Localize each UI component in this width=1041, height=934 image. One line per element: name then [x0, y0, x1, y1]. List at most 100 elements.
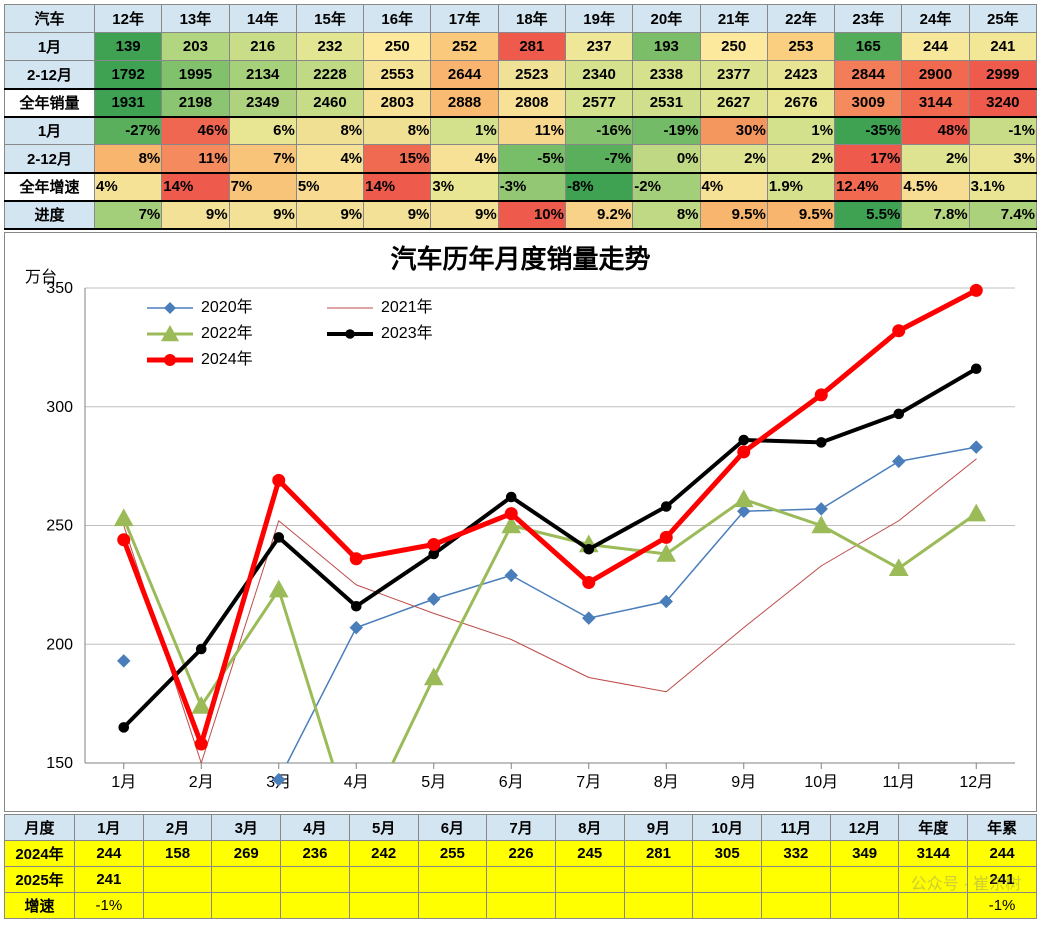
svg-text:5月: 5月 — [421, 774, 446, 791]
heatmap-cell: 2349 — [229, 89, 296, 117]
bottom-cell — [487, 892, 556, 918]
heatmap-cell: -35% — [835, 117, 902, 145]
bottom-cell — [418, 866, 487, 892]
bottom-header-cell: 年累 — [968, 814, 1037, 840]
svg-text:10月: 10月 — [804, 774, 838, 791]
heatmap-cell: 2644 — [431, 61, 498, 89]
row-label: 1月 — [5, 117, 95, 145]
bottom-cell — [762, 892, 831, 918]
year-header: 20年 — [633, 5, 700, 33]
heatmap-cell: 2553 — [364, 61, 431, 89]
heatmap-cell: 9.5% — [767, 201, 834, 229]
heatmap-cell: 2460 — [296, 89, 363, 117]
y-axis-unit: 万台 — [25, 263, 57, 287]
heatmap-cell: 250 — [700, 33, 767, 61]
heatmap-cell: 2844 — [835, 61, 902, 89]
chart-title: 汽车历年月度销量走势 — [390, 239, 650, 276]
svg-text:9月: 9月 — [731, 774, 756, 791]
heatmap-cell: 7% — [229, 173, 296, 201]
legend-item: 2021年 — [325, 295, 465, 321]
heatmap-cell: 11% — [162, 145, 229, 173]
bottom-cell: 241 — [75, 866, 144, 892]
row-label: 全年销量 — [5, 89, 95, 117]
bottom-cell: -1% — [968, 892, 1037, 918]
heatmap-cell: 7.8% — [902, 201, 969, 229]
heatmap-cell: 2% — [767, 145, 834, 173]
heatmap-cell: 9.5% — [700, 201, 767, 229]
bottom-monthly-table: 月度1月2月3月4月5月6月7月8月9月10月11月12月年度年累2024年24… — [4, 814, 1037, 919]
bottom-header-cell: 9月 — [624, 814, 693, 840]
bottom-cell: 242 — [349, 840, 418, 866]
heatmap-cell: 281 — [498, 33, 565, 61]
heatmap-cell: 252 — [431, 33, 498, 61]
heatmap-cell: 8% — [296, 117, 363, 145]
heatmap-cell: 2676 — [767, 89, 834, 117]
legend-item: 2022年 — [145, 321, 285, 347]
heatmap-cell: 2377 — [700, 61, 767, 89]
bottom-cell: 3144 — [899, 840, 968, 866]
year-header: 23年 — [835, 5, 902, 33]
heatmap-cell: 2338 — [633, 61, 700, 89]
heatmap-cell: 7% — [229, 145, 296, 173]
svg-text:250: 250 — [46, 517, 73, 534]
heatmap-cell: 232 — [296, 33, 363, 61]
heatmap-cell: 5.5% — [835, 201, 902, 229]
year-header: 16年 — [364, 5, 431, 33]
line-chart-container: 汽车历年月度销量走势 万台 2020年2021年2022年2023年2024年 … — [4, 232, 1037, 812]
bottom-cell: 281 — [624, 840, 693, 866]
heatmap-cell: 250 — [364, 33, 431, 61]
top-heatmap-table: 汽车12年13年14年15年16年17年18年19年20年21年22年23年24… — [4, 4, 1037, 230]
heatmap-cell: 1.9% — [767, 173, 834, 201]
bottom-cell — [830, 892, 899, 918]
heatmap-cell: 9% — [431, 201, 498, 229]
svg-text:1月: 1月 — [111, 774, 136, 791]
bottom-header-cell: 年度 — [899, 814, 968, 840]
bottom-header-cell: 11月 — [762, 814, 831, 840]
heatmap-cell: 2423 — [767, 61, 834, 89]
year-header: 14年 — [229, 5, 296, 33]
bottom-header-cell: 7月 — [487, 814, 556, 840]
heatmap-cell: 139 — [95, 33, 162, 61]
heatmap-cell: 216 — [229, 33, 296, 61]
bottom-cell — [624, 866, 693, 892]
bottom-cell — [555, 866, 624, 892]
bottom-cell — [349, 866, 418, 892]
heatmap-cell: 2198 — [162, 89, 229, 117]
bottom-cell: 236 — [281, 840, 350, 866]
heatmap-cell: 3240 — [969, 89, 1036, 117]
svg-text:4月: 4月 — [344, 774, 369, 791]
heatmap-cell: 2999 — [969, 61, 1036, 89]
heatmap-cell: 253 — [767, 33, 834, 61]
heatmap-cell: -19% — [633, 117, 700, 145]
heatmap-cell: -27% — [95, 117, 162, 145]
heatmap-cell: 12.4% — [835, 173, 902, 201]
heatmap-cell: 2% — [902, 145, 969, 173]
bottom-cell: 158 — [143, 840, 212, 866]
bottom-header-cell: 10月 — [693, 814, 762, 840]
bottom-header-cell: 6月 — [418, 814, 487, 840]
year-header: 19年 — [565, 5, 632, 33]
heatmap-cell: 3.1% — [969, 173, 1036, 201]
heatmap-cell: 2531 — [633, 89, 700, 117]
row-label: 进度 — [5, 201, 95, 229]
row-label: 1月 — [5, 33, 95, 61]
svg-text:6月: 6月 — [499, 774, 524, 791]
heatmap-cell: 5% — [296, 173, 363, 201]
heatmap-cell: 244 — [902, 33, 969, 61]
heatmap-cell: 3% — [431, 173, 498, 201]
bottom-header-cell: 4月 — [281, 814, 350, 840]
heatmap-cell: 48% — [902, 117, 969, 145]
bottom-row-label: 2024年 — [5, 840, 75, 866]
svg-text:8月: 8月 — [654, 774, 679, 791]
legend-label: 2024年 — [201, 347, 253, 373]
heatmap-cell: 14% — [364, 173, 431, 201]
bottom-cell — [143, 892, 212, 918]
bottom-cell — [693, 866, 762, 892]
legend-label: 2021年 — [381, 295, 433, 321]
heatmap-cell: -8% — [565, 173, 632, 201]
heatmap-cell: 2523 — [498, 61, 565, 89]
year-header: 15年 — [296, 5, 363, 33]
chart-legend: 2020年2021年2022年2023年2024年 — [145, 295, 465, 373]
bottom-cell — [487, 866, 556, 892]
legend-item: 2020年 — [145, 295, 285, 321]
